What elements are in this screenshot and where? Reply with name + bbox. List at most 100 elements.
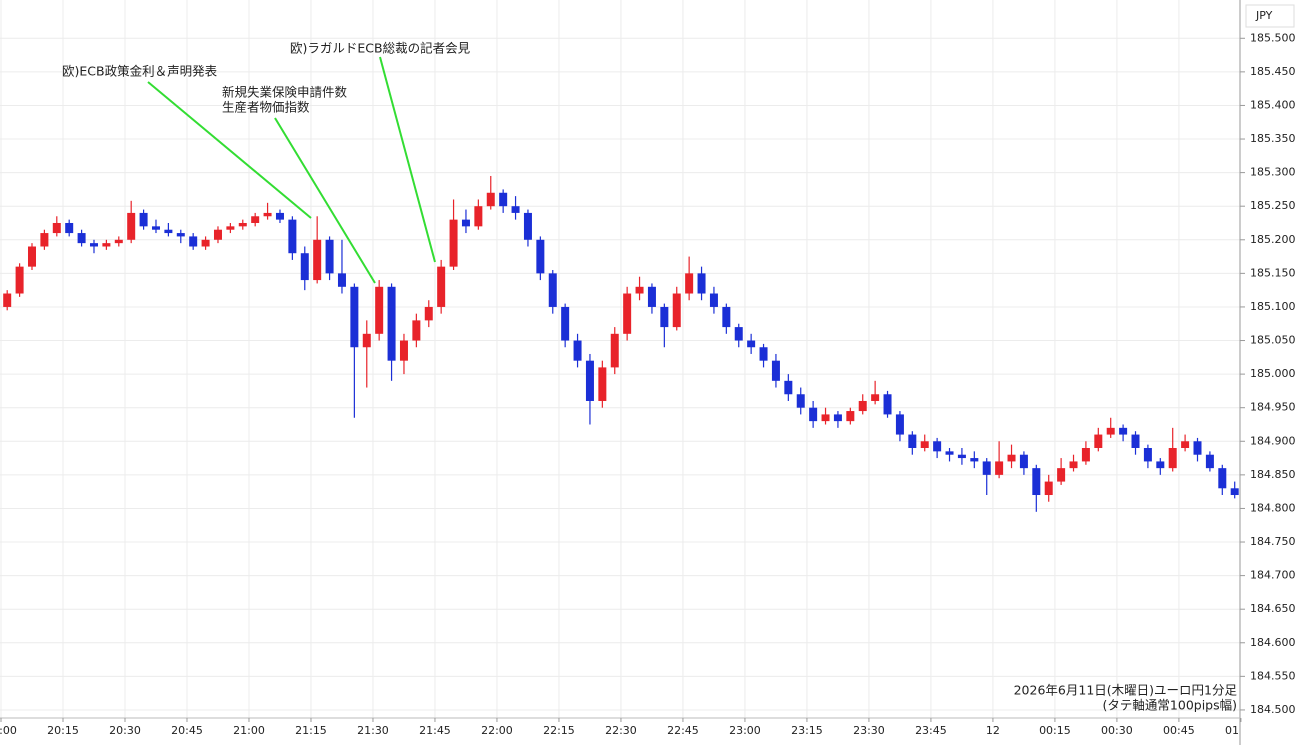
annotation-line	[147, 81, 312, 219]
candle-body	[1081, 447, 1090, 462]
candle-body	[635, 286, 644, 294]
y-tick-label: 184.750	[1250, 535, 1296, 548]
candle-body	[1019, 454, 1028, 469]
candle-body	[474, 206, 483, 227]
x-tick-label: 22:15	[543, 724, 575, 737]
y-tick-label: 184.600	[1250, 636, 1296, 649]
candle-body	[213, 229, 222, 240]
candle-body	[77, 233, 86, 244]
candle-body	[424, 306, 433, 321]
candle-body	[945, 451, 954, 455]
candle-body	[1181, 441, 1190, 448]
annotation: 欧)ラガルドECB総裁の記者会見	[290, 41, 471, 56]
candle-body	[1131, 434, 1140, 448]
candle-body	[412, 320, 421, 341]
footnote: 2026年6月11日(木曜日)ユーロ円1分足	[1014, 683, 1238, 698]
annotation-line	[274, 117, 376, 284]
candle-body	[362, 333, 371, 348]
candle-body	[846, 411, 855, 422]
candle-body	[771, 360, 780, 381]
candle-body	[461, 219, 470, 227]
candle-body	[709, 293, 718, 307]
y-tick-label: 184.950	[1250, 401, 1296, 414]
candle-body	[151, 226, 160, 230]
annotation: 生産者物価指数	[222, 100, 310, 115]
candle-body	[920, 441, 929, 448]
x-tick-label: 23:45	[915, 724, 947, 737]
candle-body	[833, 414, 842, 422]
candle-body	[375, 286, 384, 334]
candle-body	[437, 266, 446, 307]
candle-body	[226, 226, 235, 230]
x-tick-label: 20:00	[0, 724, 17, 737]
candle-body	[486, 192, 495, 207]
candle-body	[1057, 468, 1066, 482]
candle-body	[52, 222, 61, 234]
candle-body	[1106, 427, 1115, 435]
candle-body	[995, 461, 1004, 475]
candle-body	[499, 192, 508, 207]
y-tick-label: 185.100	[1250, 300, 1296, 313]
y-tick-label: 184.650	[1250, 602, 1296, 615]
candle-body	[139, 212, 148, 227]
y-tick-label: 185.350	[1250, 132, 1296, 145]
x-tick-label: 21:00	[233, 724, 265, 737]
y-tick-label: 185.250	[1250, 199, 1296, 212]
x-tick-label: 21:45	[419, 724, 451, 737]
candle-body	[1119, 427, 1128, 435]
candle-body	[15, 266, 24, 294]
y-tick-label: 185.300	[1250, 166, 1296, 179]
y-tick-label: 185.450	[1250, 65, 1296, 78]
candle-body	[300, 253, 309, 281]
candle-body	[1218, 468, 1227, 489]
footnote: (タテ軸通常100pips幅)	[1103, 698, 1237, 713]
candle-body	[672, 293, 681, 328]
y-tick-label: 185.150	[1250, 266, 1296, 279]
annotation: 欧)ECB政策金利＆声明発表	[62, 64, 218, 79]
candle-body	[821, 414, 830, 422]
y-tick-label: 185.050	[1250, 334, 1296, 347]
candle-body	[1205, 454, 1214, 469]
candle-body	[895, 414, 904, 435]
candle-body	[598, 367, 607, 401]
x-tick-label: 21:15	[295, 724, 327, 737]
candle-body	[337, 273, 346, 287]
y-tick-label: 184.700	[1250, 569, 1296, 582]
candle-body	[734, 327, 743, 341]
candle-body	[176, 233, 185, 237]
candle-body	[883, 394, 892, 415]
candle-body	[871, 394, 880, 401]
candle-body	[858, 400, 867, 412]
y-tick-label: 185.000	[1250, 367, 1296, 380]
candle-body	[399, 340, 408, 361]
x-tick-label: 00:15	[1039, 724, 1071, 737]
x-tick-label: 23:30	[853, 724, 885, 737]
candle-body	[114, 239, 123, 244]
candle-body	[449, 219, 458, 267]
candle-body	[536, 239, 545, 274]
candle-body	[697, 273, 706, 294]
candle-body	[313, 239, 322, 281]
candle-body	[201, 239, 210, 247]
x-tick-label: 22:00	[481, 724, 513, 737]
x-tick-label: 01:00	[1225, 724, 1257, 737]
y-tick-label: 184.900	[1250, 434, 1296, 447]
candle-body	[933, 441, 942, 452]
x-tick-label: 20:15	[47, 724, 79, 737]
candle-body	[561, 306, 570, 341]
candle-body	[251, 216, 260, 223]
candle-body	[647, 286, 656, 307]
candle-body	[548, 273, 557, 307]
candle-body	[1007, 454, 1016, 462]
x-tick-label: 20:45	[171, 724, 203, 737]
y-tick-label: 185.500	[1250, 31, 1296, 44]
candle-body	[40, 233, 49, 247]
candle-body	[127, 212, 136, 240]
candle-body	[957, 454, 966, 459]
candle-body	[610, 333, 619, 368]
x-tick-label: 22:30	[605, 724, 637, 737]
candle-body	[387, 286, 396, 361]
candle-body	[1193, 441, 1202, 455]
x-tick-label: 00:30	[1101, 724, 1133, 737]
